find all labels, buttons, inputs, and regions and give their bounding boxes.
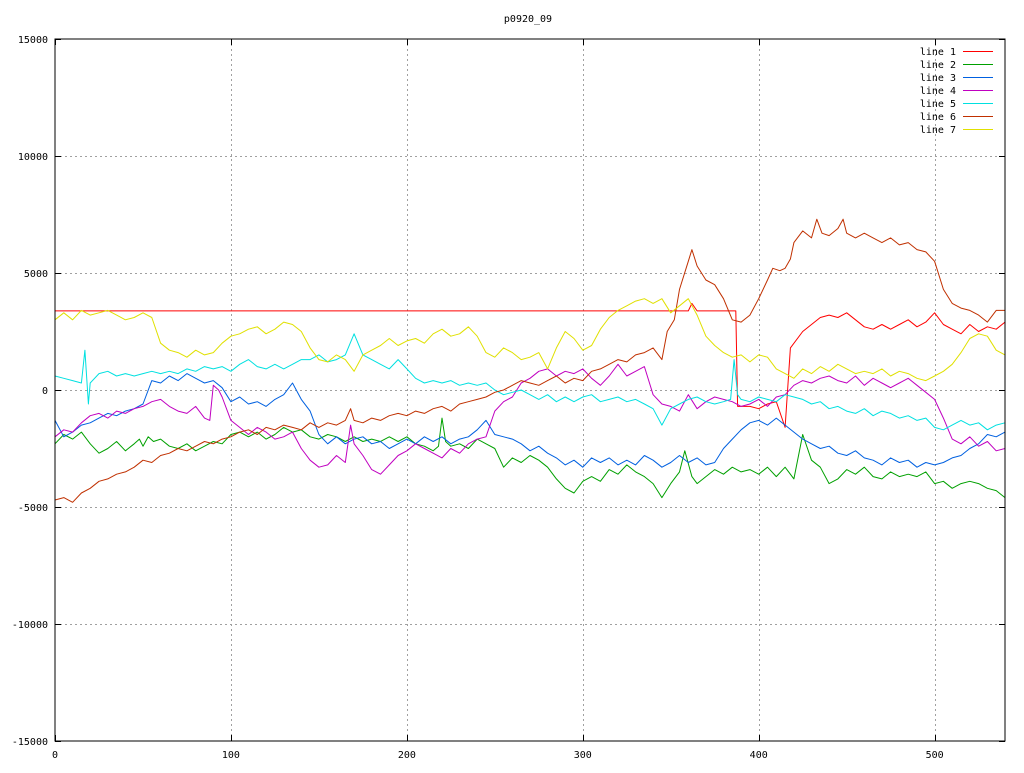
x-tick-label: 0 — [52, 750, 58, 761]
legend-label: line 2 — [920, 60, 956, 71]
series-line-5 — [54, 333, 1006, 431]
legend-label: line 3 — [920, 73, 956, 84]
y-tick-label: -5000 — [18, 503, 48, 514]
legend-label: line 7 — [920, 125, 956, 136]
y-tick-label: 10000 — [18, 152, 48, 163]
x-tick-label: 400 — [750, 750, 768, 761]
series-line-6 — [54, 218, 1005, 503]
y-tick-label: 0 — [42, 386, 48, 397]
series-line-4 — [54, 363, 1006, 475]
y-tick-label: -10000 — [12, 620, 48, 631]
legend-label: line 5 — [920, 99, 956, 110]
grid — [55, 39, 1005, 741]
series-line-3 — [54, 373, 1006, 468]
chart-title: p0920_09 — [504, 14, 552, 25]
y-tick-label: 5000 — [24, 269, 48, 280]
legend-label: line 4 — [920, 86, 956, 97]
x-tick-label: 100 — [222, 750, 240, 761]
series-line-7 — [54, 298, 1006, 382]
series-line-1 — [55, 302, 1006, 428]
legend-label: line 1 — [920, 47, 956, 58]
x-tick-label: 300 — [574, 750, 592, 761]
x-tick-label: 500 — [926, 750, 944, 761]
x-tick-label: 200 — [398, 750, 416, 761]
series-group — [54, 218, 1006, 503]
series-line-2 — [54, 417, 1006, 499]
legend: line 1 line 2 line 3 line 4 line 5 line 6 line… — [920, 47, 993, 136]
legend-label: line 6 — [920, 112, 956, 123]
y-tick-label: -15000 — [12, 737, 48, 748]
axis-ticks: 0 100 200 300 400 500 -15000 -10000 -5000 0 5000 10… — [12, 35, 1005, 761]
y-tick-label: 15000 — [18, 35, 48, 46]
